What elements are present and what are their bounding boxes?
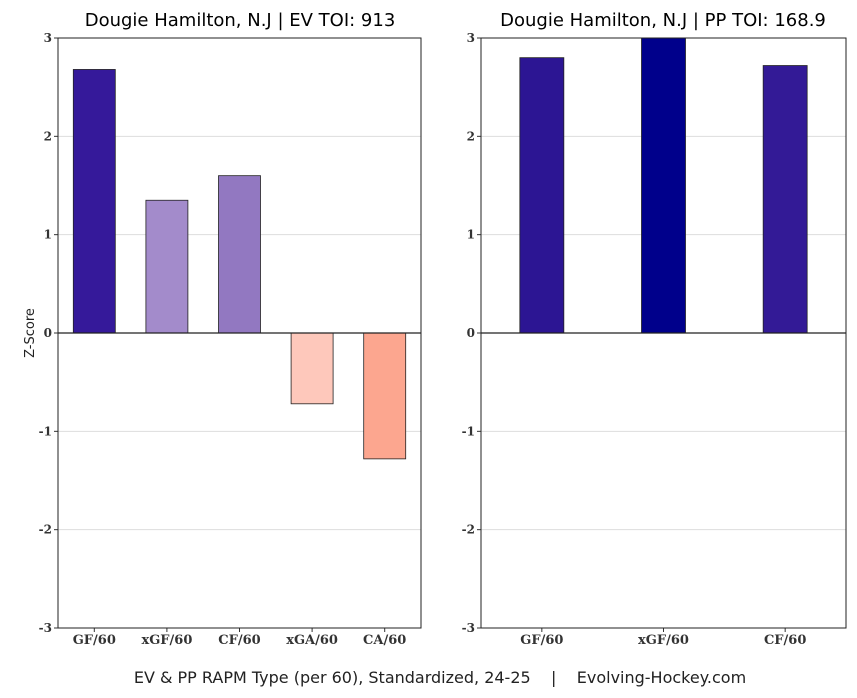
bar-xga-per-60 (290, 332, 334, 405)
x-tick-label: xGF/60 (141, 633, 192, 648)
y-tick-label: -1 (39, 424, 52, 438)
pp-rapm-chart: Dougie Hamilton, N.J | PP TOI: 168.9 -3 -… (462, 10, 847, 648)
x-tick-label: CA/60 (363, 633, 406, 648)
bar-cf-per-60 (218, 175, 261, 334)
y-tick-label: -3 (39, 621, 52, 635)
bar-xgf-per-60 (145, 199, 189, 334)
x-tick-label: xGA/60 (286, 633, 338, 648)
chart-footer: EV & PP RAPM Type (per 60), Standardized… (134, 668, 746, 687)
y-tick-label: 0 (44, 326, 52, 340)
x-tick-label: CF/60 (218, 633, 260, 648)
plot-frame (57, 37, 422, 629)
y-tick-label: 1 (44, 228, 52, 242)
ev-rapm-chart: Dougie Hamilton, N.J | EV TOI: 913 Z-Sco… (23, 10, 422, 648)
x-tick-label: GF/60 (73, 633, 116, 648)
plot-frame (480, 37, 847, 629)
y-tick-label: -2 (462, 523, 475, 537)
bar-gf-per-60 (72, 69, 116, 334)
x-tick-label: xGF/60 (638, 633, 689, 648)
ev-chart-title: Dougie Hamilton, N.J | EV TOI: 913 (85, 10, 396, 31)
y-tick-label: -1 (462, 424, 475, 438)
y-tick-label: 2 (467, 129, 475, 143)
y-tick-label: -2 (39, 523, 52, 537)
y-tick-label: 1 (467, 228, 475, 242)
x-tick-label: GF/60 (520, 633, 563, 648)
bar-ca-per-60 (363, 332, 407, 460)
y-tick-label: 0 (467, 326, 475, 340)
bar-xgf-per-60 (641, 37, 686, 334)
y-tick-label: 2 (44, 129, 52, 143)
x-tick-label: CF/60 (764, 633, 806, 648)
y-tick-label: 3 (44, 31, 52, 45)
y-tick-label: -3 (462, 621, 475, 635)
bar-cf-per-60 (762, 65, 808, 334)
y-tick-label: 3 (467, 31, 475, 45)
pp-chart-title: Dougie Hamilton, N.J | PP TOI: 168.9 (500, 10, 826, 31)
y-axis-label: Z-Score (23, 308, 38, 358)
bar-gf-per-60 (519, 57, 565, 334)
